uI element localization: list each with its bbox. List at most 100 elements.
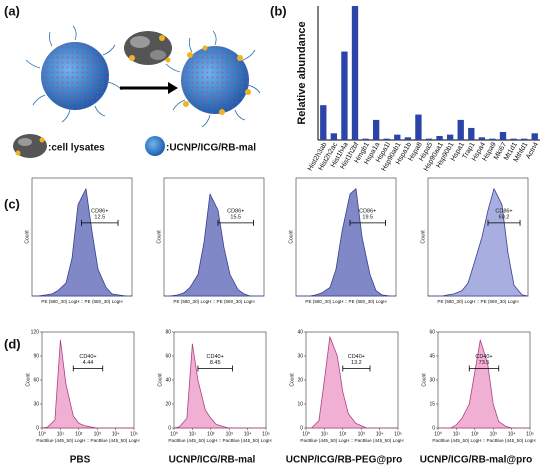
arrow-head [168,82,178,94]
x-tick-label: 10³ [490,431,498,437]
legend-particle [145,136,165,156]
gate-value: 73.5 [479,360,490,366]
x-tick-label: 10¹ [57,431,65,437]
y-tick-label: 120 [31,329,40,335]
y-tick-label: 60 [165,353,171,359]
bar [457,119,464,140]
bar [468,127,475,140]
gate-value: 13.2 [351,360,362,366]
x-tick-label: 10² [75,431,83,437]
histogram-area [427,188,529,297]
schematic [25,25,261,128]
bar [520,138,528,140]
y-tick-label: 80 [165,329,171,335]
y-axis-label: Count [25,373,31,387]
gate-label: CD40+ [348,354,365,360]
bar [351,6,359,140]
y-tick-label: 10 [297,401,303,407]
spikes [25,25,261,128]
bar [489,138,496,140]
y-tick-label: 20 [165,401,171,407]
x-axis-label: PE (580_30) LogH :: PE (580_30) LogH [173,299,254,304]
x-axis-label: PE (580_30) LogH :: PE (580_30) LogH [305,299,386,304]
x-tick-label: 10⁵ [262,431,270,437]
panel-label: (b) [270,3,287,18]
x-tick-label: 10⁴ [508,431,516,437]
x-tick-label: 10² [471,431,479,437]
y-tick-label: 15 [429,401,435,407]
antigens [183,45,251,115]
y-tick-label: 0 [36,425,39,431]
y-tick-label: 45 [429,353,435,359]
histogram-area [305,336,399,429]
x-axis-label: PacBlue (445_50) LogH :: PacBlue (445_50… [168,438,271,443]
y-tick-label: 90 [33,353,39,359]
x-tick-label: 10¹ [321,431,329,437]
x-tick-label: 10² [207,431,215,437]
panel-label: (a) [4,3,20,18]
y-tick-label: 30 [33,401,39,407]
x-tick-label: 10¹ [189,431,197,437]
y-axis-label: Count [24,230,30,244]
y-axis-label: Count [156,230,162,244]
x-axis-label: PacBlue (445_50) LogH :: PacBlue (445_50… [432,438,535,443]
bar [362,138,369,140]
y-tick-label: 20 [297,377,303,383]
gate-label: CD40+ [475,354,492,360]
x-tick-label: 10⁰ [38,431,46,437]
column-label: UCNP/ICG/RB-PEG@pro [286,455,402,466]
y-tick-label: 60 [33,377,39,383]
bar [499,131,507,140]
gate-value: 4.44 [83,360,94,366]
gate-value: 15.5 [230,214,241,220]
bar [383,138,390,140]
y-axis-label: Count [420,230,426,244]
bar [372,119,380,140]
y-tick-label: 40 [165,377,171,383]
x-tick-label: 10³ [358,431,366,437]
gate-label: CD86+ [359,208,376,214]
x-axis-label: PacBlue (445_50) LogH :: PacBlue (445_50… [300,438,403,443]
x-tick-label: 10³ [94,431,102,437]
bar [394,134,401,140]
gate-label: CD40+ [207,354,224,360]
y-axis-label: Count [288,230,294,244]
x-tick-label: 10³ [226,431,234,437]
bar [510,138,517,140]
y-tick-label: 30 [429,377,435,383]
x-tick-label: 10⁵ [130,431,138,437]
bar [531,133,538,140]
y-axis-label: Count [157,373,163,387]
x-tick-label: 10⁵ [394,431,402,437]
bar [404,137,412,140]
lysate-cluster [124,31,172,65]
y-tick-label: 40 [297,329,303,335]
x-tick-label: 10⁰ [170,431,178,437]
bar [446,134,454,140]
bar [478,137,486,140]
x-axis-label: PE (580_30) LogH :: PE (580_30) LogH [437,299,518,304]
x-tick-label: 10² [339,431,347,437]
histogram-area [41,339,135,429]
lysate-icon [13,134,47,158]
y-tick-label: 0 [168,425,171,431]
histogram-area [173,343,267,429]
gate-label: CD40+ [79,354,96,360]
histogram-area [31,188,133,297]
gate-value: 12.5 [94,214,105,220]
legend-text: :UCNP/ICG/RB-mal [166,143,256,154]
y-tick-label: 0 [300,425,303,431]
gate-value: 19.5 [362,214,373,220]
y-axis-label: Relative abundance [296,21,308,124]
bar [330,133,338,140]
nanoparticle-texture [181,46,249,114]
histogram-area [163,193,265,297]
gate-value: 8.45 [210,360,221,366]
nanoparticle-texture [41,42,109,110]
x-tick-label: 10⁴ [376,431,384,437]
x-tick-label: 10¹ [453,431,461,437]
x-tick-label: 10⁴ [244,431,252,437]
gate-value: 60.2 [499,214,510,220]
bar [425,138,433,140]
